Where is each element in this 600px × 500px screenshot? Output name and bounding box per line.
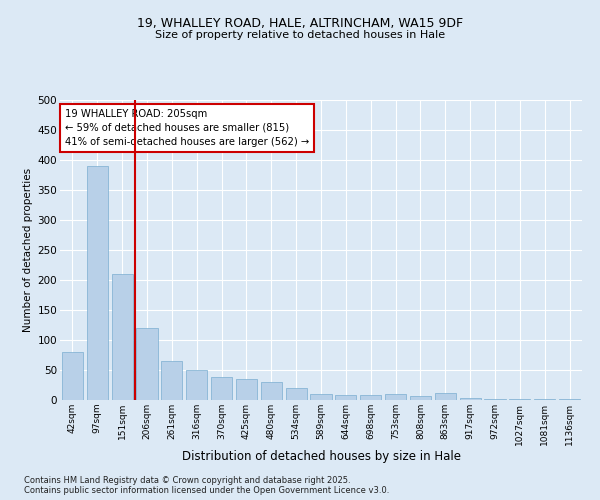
Bar [460,398,481,400]
Text: Size of property relative to detached houses in Hale: Size of property relative to detached ho… [155,30,445,40]
Text: Contains public sector information licensed under the Open Government Licence v3: Contains public sector information licen… [24,486,389,495]
Bar [112,274,133,400]
Bar [236,379,257,400]
Bar [136,328,158,400]
Text: 19, WHALLEY ROAD, HALE, ALTRINCHAM, WA15 9DF: 19, WHALLEY ROAD, HALE, ALTRINCHAM, WA15… [137,18,463,30]
Bar [385,394,406,400]
Bar [211,377,232,400]
Bar [87,166,108,400]
Bar [484,399,506,400]
Bar [261,382,282,400]
Bar [161,361,182,400]
Bar [435,393,456,400]
Bar [335,394,356,400]
Text: Contains HM Land Registry data © Crown copyright and database right 2025.: Contains HM Land Registry data © Crown c… [24,476,350,485]
Text: 19 WHALLEY ROAD: 205sqm
← 59% of detached houses are smaller (815)
41% of semi-d: 19 WHALLEY ROAD: 205sqm ← 59% of detache… [65,109,310,147]
Bar [286,388,307,400]
Bar [410,396,431,400]
X-axis label: Distribution of detached houses by size in Hale: Distribution of detached houses by size … [182,450,461,464]
Bar [62,352,83,400]
Bar [310,394,332,400]
Bar [186,370,207,400]
Bar [509,399,530,400]
Y-axis label: Number of detached properties: Number of detached properties [23,168,34,332]
Bar [360,394,381,400]
